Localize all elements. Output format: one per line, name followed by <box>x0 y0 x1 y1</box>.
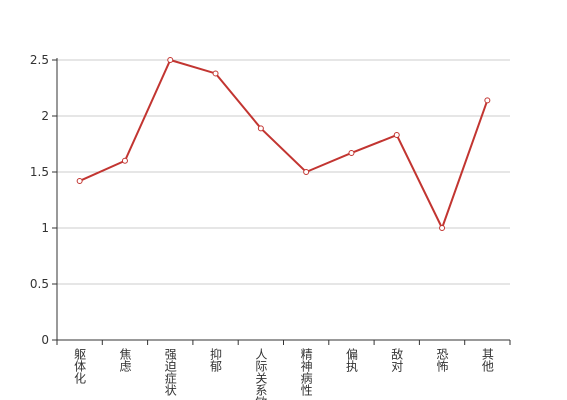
x-tick-label: 躯体化 <box>73 347 87 385</box>
x-tick-label: 焦虑 <box>118 348 132 372</box>
y-tick-label: 0.5 <box>30 277 49 291</box>
x-tick-label: 抑郁 <box>209 347 223 373</box>
point <box>303 169 310 175</box>
y-tick-label: 1.5 <box>30 165 49 179</box>
y-tick-label: 0 <box>41 333 49 347</box>
point <box>121 157 128 164</box>
y-tick-label: 2.5 <box>30 53 49 67</box>
x-tick-label: 偏执 <box>344 347 358 373</box>
x-tick-label: 精神病性 <box>299 348 313 397</box>
line <box>79 58 489 231</box>
x-tick-label: 其他 <box>480 348 494 372</box>
point <box>348 149 355 156</box>
point <box>393 132 400 139</box>
x-tick-label: 强迫症状 <box>163 348 177 396</box>
point <box>212 70 219 77</box>
x-tick-label: 恐怖 <box>435 348 449 372</box>
point <box>167 57 174 63</box>
point <box>76 177 83 184</box>
x-tick-label: 人际关系敏感 <box>254 348 268 400</box>
point <box>484 97 491 104</box>
point <box>439 225 446 231</box>
y-tick-label: 2 <box>41 109 49 123</box>
x-tick-label: 敌对 <box>390 347 404 372</box>
point <box>257 125 264 132</box>
y-tick-label: 1 <box>41 221 49 235</box>
